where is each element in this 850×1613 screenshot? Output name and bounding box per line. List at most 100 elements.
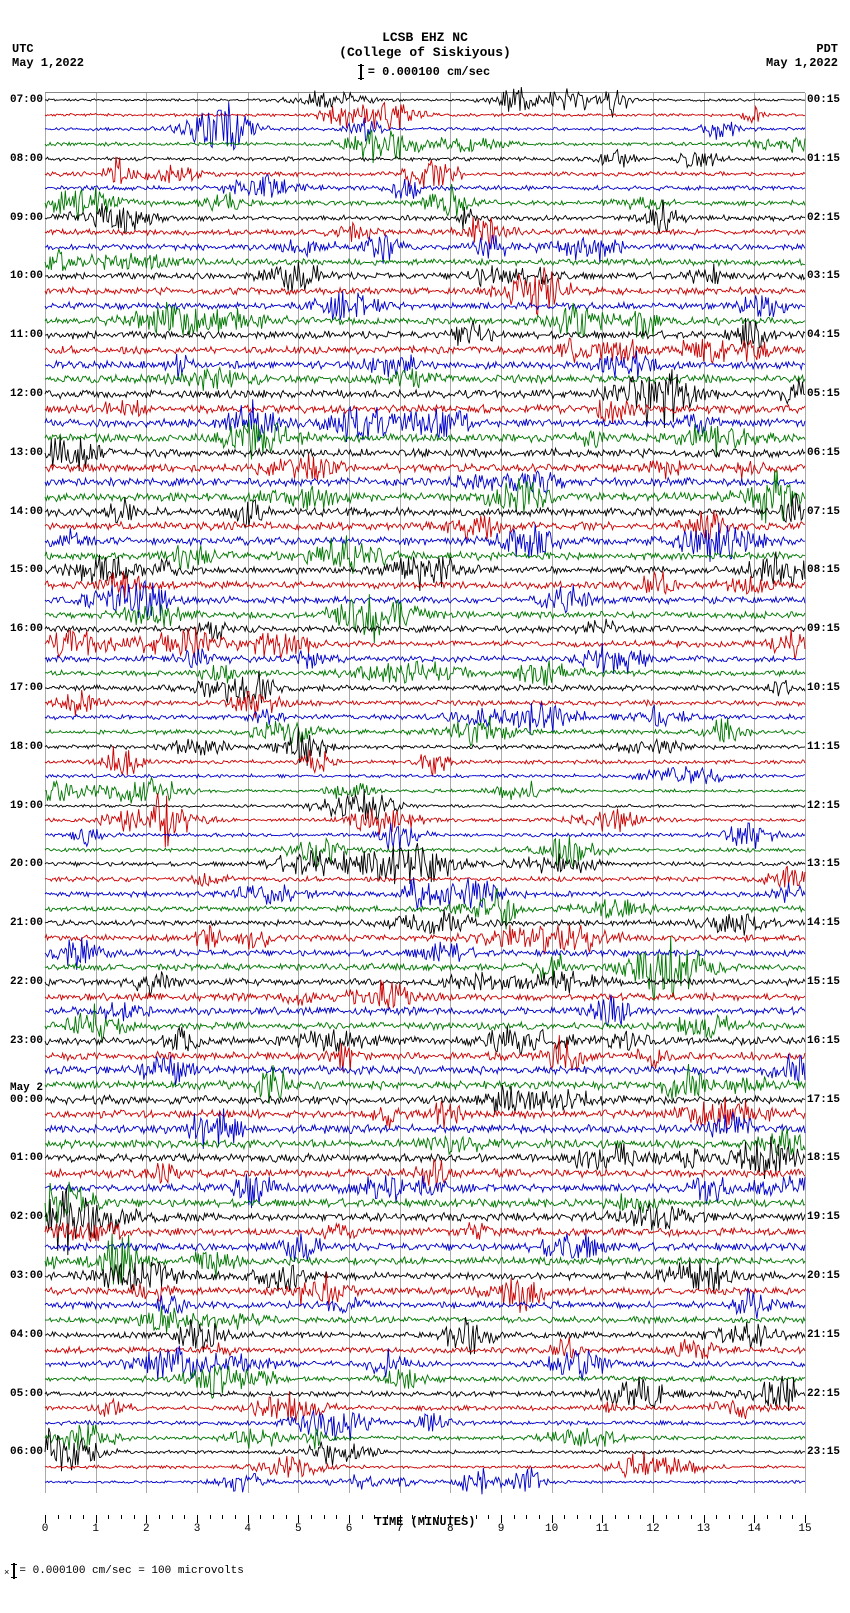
- seismic-trace: [45, 945, 805, 961]
- utc-time-label: 12:00: [1, 388, 43, 400]
- utc-time-label: 22:00: [1, 976, 43, 988]
- x-tick-minor: [640, 1515, 641, 1519]
- seismic-trace: [45, 915, 805, 931]
- seismic-trace: [45, 930, 805, 946]
- local-time-label: 00:15: [807, 94, 849, 106]
- x-tick-minor: [539, 1515, 540, 1519]
- x-tick-minor: [678, 1515, 679, 1519]
- seismic-trace: [45, 1268, 805, 1284]
- x-tick-major: [146, 1515, 147, 1523]
- x-tick-minor: [70, 1515, 71, 1519]
- seismic-trace: [45, 1356, 805, 1372]
- x-tick-major: [501, 1515, 502, 1523]
- seismic-trace: [45, 268, 805, 284]
- x-tick-minor: [260, 1515, 261, 1519]
- left-tz-label: UTC: [12, 42, 84, 56]
- seismic-trace: [45, 636, 805, 652]
- seismic-trace: [45, 607, 805, 623]
- x-tick-major: [96, 1515, 97, 1523]
- x-tick-minor: [463, 1515, 464, 1519]
- x-tick-minor: [108, 1515, 109, 1519]
- seismic-trace: [45, 357, 805, 373]
- seismic-trace: [45, 415, 805, 431]
- seismic-trace: [45, 842, 805, 858]
- seismic-trace: [45, 548, 805, 564]
- utc-time-label: 03:00: [1, 1270, 43, 1282]
- x-tick-minor: [691, 1515, 692, 1519]
- x-tick-label: 1: [92, 1523, 99, 1535]
- plot-header: LCSB EHZ NC (College of Siskiyous) = 0.0…: [0, 0, 850, 84]
- trace-row: [45, 1482, 805, 1497]
- seismic-trace: [45, 1092, 805, 1108]
- seismic-trace: [45, 298, 805, 314]
- x-tick-label: 8: [447, 1523, 454, 1535]
- local-time-label: 11:15: [807, 741, 849, 753]
- seismic-trace: [45, 1106, 805, 1122]
- local-time-label: 21:15: [807, 1329, 849, 1341]
- seismic-trace: [45, 195, 805, 211]
- seismic-trace: [45, 386, 805, 402]
- seismic-trace: [45, 180, 805, 196]
- utc-time-label: 11:00: [1, 329, 43, 341]
- seismic-trace: [45, 592, 805, 608]
- waveform-panel: 07:0000:1508:0001:1509:0002:1510:0003:15…: [45, 92, 805, 1493]
- footer-scale: × = 0.000100 cm/sec = 100 microvolts: [0, 1555, 850, 1587]
- x-tick-minor: [134, 1515, 135, 1519]
- seismic-trace: [45, 1239, 805, 1255]
- seismic-trace: [45, 430, 805, 446]
- local-time-label: 08:15: [807, 564, 849, 576]
- seismic-trace: [45, 474, 805, 490]
- x-tick-minor: [159, 1515, 160, 1519]
- seismic-trace: [45, 562, 805, 578]
- x-tick-label: 11: [596, 1523, 609, 1535]
- seismic-trace: [45, 1033, 805, 1049]
- x-tick-label: 9: [498, 1523, 505, 1535]
- local-time-label: 02:15: [807, 212, 849, 224]
- seismic-trace: [45, 1430, 805, 1446]
- x-tick-minor: [235, 1515, 236, 1519]
- utc-time-label: 20:00: [1, 858, 43, 870]
- seismic-trace: [45, 1180, 805, 1196]
- seismic-trace: [45, 1136, 805, 1152]
- x-tick-minor: [488, 1515, 489, 1519]
- x-tick-label: 10: [545, 1523, 558, 1535]
- seismic-trace: [45, 489, 805, 505]
- seismic-trace: [45, 342, 805, 358]
- local-time-label: 04:15: [807, 329, 849, 341]
- utc-time-label: 15:00: [1, 564, 43, 576]
- seismic-trace: [45, 1312, 805, 1328]
- utc-time-label: 13:00: [1, 447, 43, 459]
- seismic-trace: [45, 239, 805, 255]
- seismic-trace: [45, 1297, 805, 1313]
- utc-time-label: 00:00: [1, 1094, 43, 1106]
- local-time-label: 01:15: [807, 153, 849, 165]
- x-tick-minor: [222, 1515, 223, 1519]
- seismic-trace: [45, 460, 805, 476]
- seismic-trace: [45, 1386, 805, 1402]
- x-tick-label: 4: [244, 1523, 251, 1535]
- seismic-trace: [45, 1062, 805, 1078]
- scale-indicator: = 0.000100 cm/sec: [360, 64, 490, 80]
- seismic-trace: [45, 754, 805, 770]
- x-tick-minor: [476, 1515, 477, 1519]
- gridline-vertical: [805, 93, 806, 1493]
- seismic-trace: [45, 283, 805, 299]
- x-tick-major: [754, 1515, 755, 1523]
- local-time-label: 20:15: [807, 1270, 849, 1282]
- seismic-trace: [45, 1003, 805, 1019]
- local-time-label: 06:15: [807, 447, 849, 459]
- seismic-trace: [45, 1327, 805, 1343]
- x-tick-label: 6: [346, 1523, 353, 1535]
- utc-time-label: 16:00: [1, 623, 43, 635]
- x-tick-minor: [438, 1515, 439, 1519]
- local-time-label: 05:15: [807, 388, 849, 400]
- x-tick-minor: [210, 1515, 211, 1519]
- utc-time-label: 08:00: [1, 153, 43, 165]
- x-tick-major: [400, 1515, 401, 1523]
- x-tick-minor: [412, 1515, 413, 1519]
- local-time-label: 19:15: [807, 1211, 849, 1223]
- local-time-label: 12:15: [807, 800, 849, 812]
- utc-time-label: 10:00: [1, 270, 43, 282]
- seismic-trace: [45, 709, 805, 725]
- local-time-label: 13:15: [807, 858, 849, 870]
